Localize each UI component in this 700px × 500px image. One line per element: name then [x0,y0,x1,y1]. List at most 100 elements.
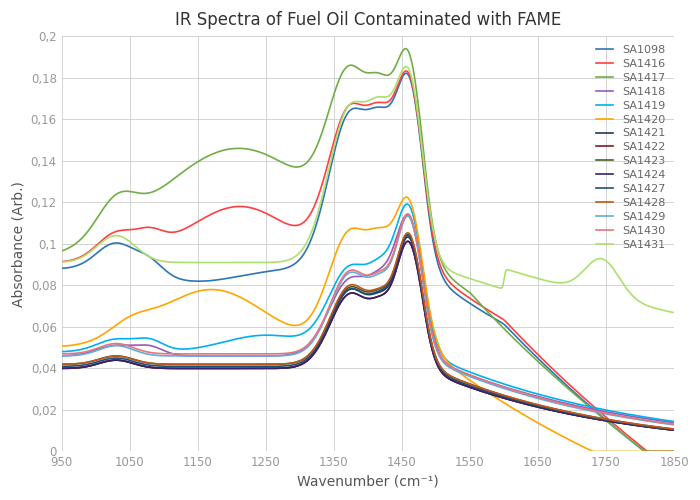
SA1420 [124,314,132,320]
SA1430 [403,211,412,217]
SA1417 [587,405,595,411]
SA1427 [403,232,412,238]
SA1419 [217,340,225,345]
SA1417 [124,188,132,194]
SA1429 [494,384,503,390]
SA1416 [124,227,132,233]
SA1424 [494,394,503,400]
SA1098 [646,448,654,454]
SA1417 [402,46,410,52]
SA1418 [217,353,225,359]
SA1420 [587,448,595,454]
SA1428 [124,355,132,361]
Line: SA1098: SA1098 [62,74,674,452]
SA1423 [670,426,678,432]
SA1416 [319,178,328,184]
SA1419 [587,404,595,410]
SA1420 [402,194,411,200]
SA1421 [217,366,225,372]
SA1416 [402,68,411,74]
SA1424 [124,359,132,365]
SA1422 [494,394,503,400]
SA1421 [124,359,132,365]
SA1098 [319,196,328,202]
SA1427 [519,400,528,406]
SA1430 [494,382,503,388]
SA1421 [57,366,66,372]
SA1429 [319,320,328,326]
SA1416 [670,448,678,454]
Title: IR Spectra of Fuel Oil Contaminated with FAME: IR Spectra of Fuel Oil Contaminated with… [175,11,561,29]
SA1421 [587,415,595,421]
Line: SA1416: SA1416 [62,71,674,452]
SA1431 [494,284,503,290]
SA1418 [587,406,595,412]
SA1098 [519,341,528,347]
SA1430 [670,422,678,428]
SA1423 [587,414,595,420]
SA1430 [217,351,225,357]
SA1427 [319,332,328,338]
SA1418 [402,212,411,218]
SA1421 [494,394,503,400]
SA1098 [402,70,411,76]
SA1424 [57,366,66,372]
Line: SA1419: SA1419 [62,204,674,422]
SA1417 [519,345,528,351]
SA1424 [670,427,678,433]
SA1098 [217,276,225,282]
SA1417 [670,448,678,454]
SA1431 [217,260,225,266]
SA1416 [587,401,595,407]
SA1421 [403,234,412,240]
SA1418 [124,342,132,348]
SA1418 [319,318,328,324]
SA1417 [647,448,655,454]
SA1429 [217,353,225,359]
SA1422 [319,336,328,342]
SA1428 [587,414,595,420]
SA1417 [319,126,328,132]
SA1421 [519,400,528,406]
Legend: SA1098, SA1416, SA1417, SA1418, SA1419, SA1420, SA1421, SA1422, SA1423, SA1424, : SA1098, SA1416, SA1417, SA1418, SA1419, … [593,42,668,253]
Line: SA1423: SA1423 [62,235,674,429]
SA1430 [319,318,328,324]
Line: SA1429: SA1429 [62,216,674,425]
SA1421 [319,334,328,340]
SA1427 [217,364,225,370]
SA1424 [319,336,328,342]
SA1429 [403,213,412,219]
Y-axis label: Absorbance (Arb.): Absorbance (Arb.) [11,181,25,307]
SA1420 [670,448,678,454]
SA1423 [124,355,132,361]
SA1429 [519,392,528,398]
SA1422 [124,359,132,365]
SA1424 [587,415,595,421]
SA1429 [670,422,678,428]
SA1418 [519,390,528,396]
SA1424 [217,366,225,372]
SA1098 [494,318,503,324]
SA1431 [319,190,328,196]
SA1422 [587,415,595,421]
SA1416 [649,448,657,454]
SA1428 [217,362,225,368]
SA1429 [124,345,132,351]
SA1422 [217,366,225,372]
Line: SA1422: SA1422 [62,242,674,430]
SA1422 [519,400,528,406]
SA1422 [57,366,66,372]
SA1430 [57,351,66,357]
SA1431 [402,64,410,70]
SA1420 [494,396,503,402]
SA1430 [124,343,132,349]
SA1420 [319,286,328,292]
SA1427 [57,364,66,370]
SA1098 [124,244,132,250]
SA1429 [57,353,66,359]
SA1416 [217,207,225,213]
SA1430 [519,390,528,396]
SA1429 [587,408,595,414]
SA1419 [319,306,328,312]
Line: SA1427: SA1427 [62,235,674,430]
